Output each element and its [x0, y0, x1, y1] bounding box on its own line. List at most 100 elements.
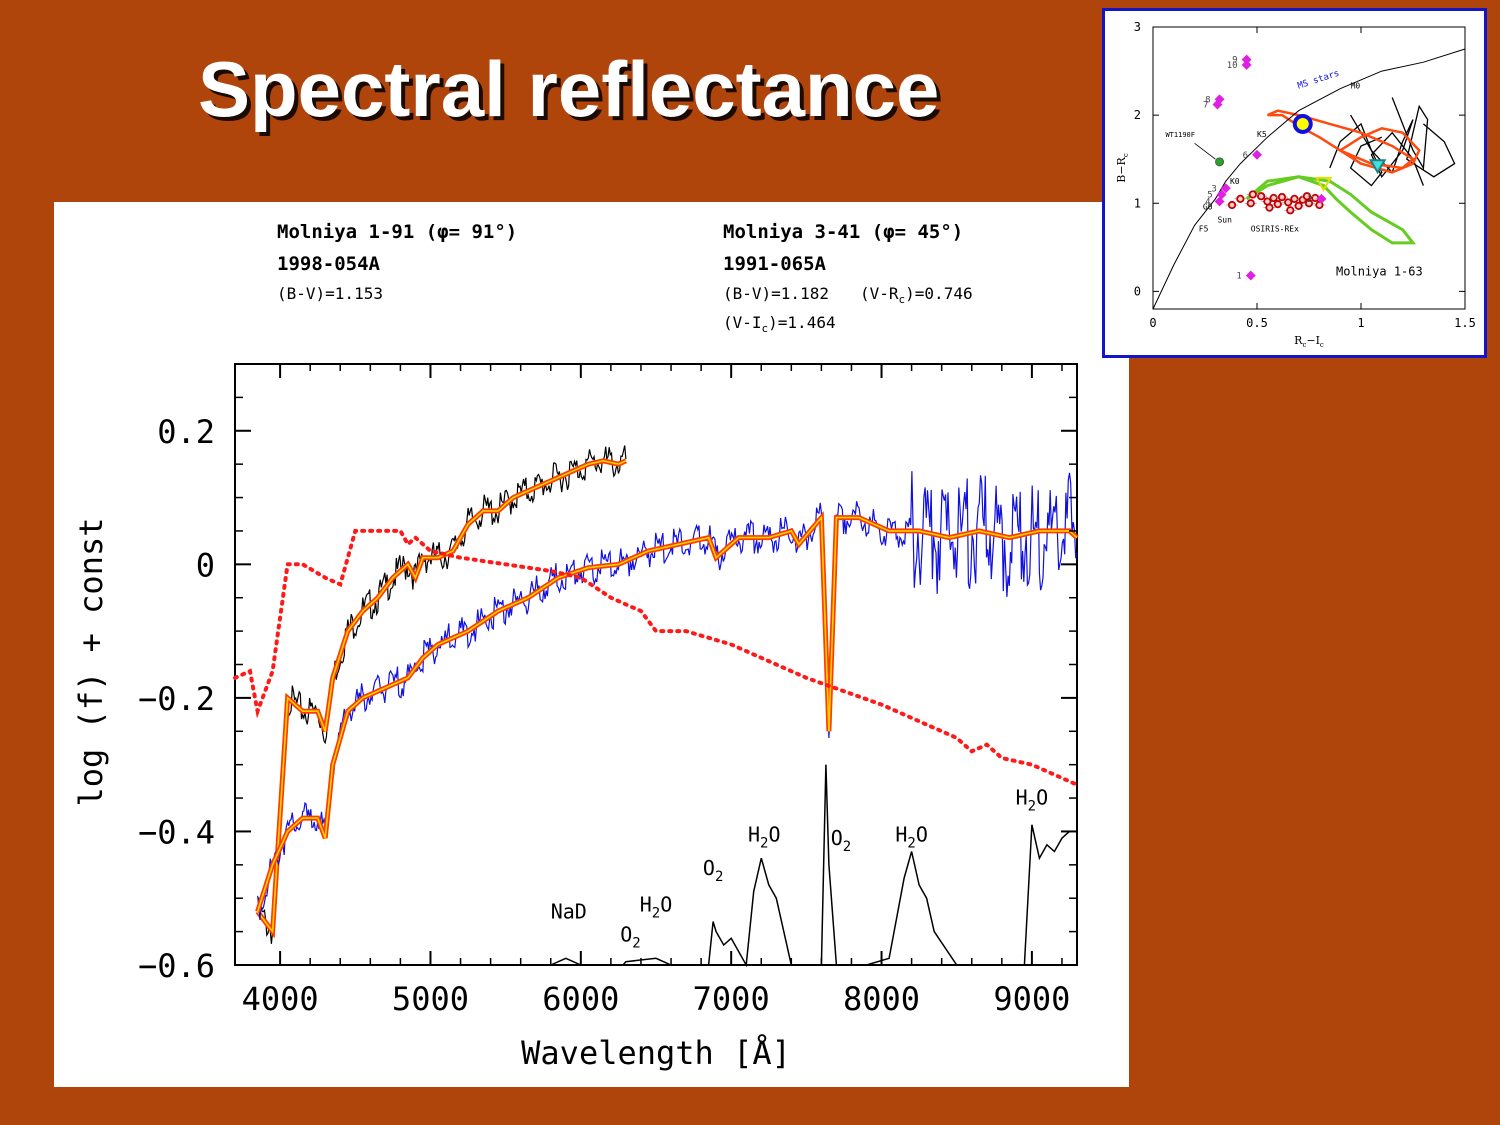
x-axis-label: Wavelength [Å] — [521, 1034, 791, 1072]
magenta-point-label: 8 — [1205, 95, 1210, 105]
y-tick-label: 0 — [196, 546, 215, 584]
inset-x-tick-label: 1.5 — [1454, 316, 1476, 330]
magenta-point — [1216, 189, 1227, 200]
inset-label-ms_stars: MS stars — [1296, 69, 1340, 92]
inset-y-tick-label: 1 — [1134, 196, 1141, 210]
y-tick-label: 0.2 — [157, 413, 215, 451]
osiris-point — [1248, 190, 1257, 199]
annotation-label: H2O — [1016, 786, 1049, 815]
slide-title: Spectral reflectance — [198, 45, 940, 133]
series-smoothed-0 — [255, 458, 627, 939]
header-right-vi: (V-Ic)=1.464 — [723, 313, 836, 335]
osiris-point — [1284, 198, 1293, 207]
osiris-point — [1269, 193, 1278, 203]
annotation-label: H2O — [748, 822, 781, 851]
annotation-label: NaD — [551, 899, 587, 923]
magenta-point-label: 7 — [1203, 101, 1208, 111]
magenta-point-label: 2 — [1307, 195, 1312, 205]
x-tick-label: 6000 — [542, 980, 619, 1018]
inset-label-g0: G0 — [1203, 202, 1213, 211]
yellow-triangle-marker — [1314, 176, 1333, 192]
y-tick-label: −0.2 — [138, 680, 215, 718]
inset-label-k0: K0 — [1230, 177, 1240, 186]
wt1190f-pointer — [1194, 143, 1216, 160]
osiris-point — [1277, 192, 1287, 202]
series-raw-1 — [257, 471, 1078, 920]
osiris-point — [1290, 194, 1299, 203]
y-tick-label: −0.4 — [138, 813, 215, 851]
chart-headers: Molniya 1-91 (φ= 91°) 1998-054A (B-V)=1.… — [277, 221, 973, 335]
magenta-point — [1212, 99, 1223, 110]
series-dotted-2 — [233, 528, 1079, 787]
magenta-point-label: 4 — [1205, 197, 1210, 207]
header-left-line1: Molniya 1-91 (φ= 91°) — [277, 221, 517, 243]
x-tick-label: 8000 — [843, 980, 920, 1018]
annotation-label: O2 — [620, 923, 640, 952]
header-right-line2: 1991-065A — [723, 253, 827, 275]
osiris-point — [1294, 201, 1303, 210]
annotation-label: O2 — [703, 856, 723, 885]
series-smoothed-1 — [255, 511, 1079, 913]
osiris-point — [1265, 203, 1274, 212]
osiris-point — [1236, 194, 1245, 203]
axis-ticks: 4000 5000 6000 7000 8000 9000 0.2 0 −0.2 −0.4 −0.6 — [138, 363, 1077, 1018]
orange-track-2 — [1339, 126, 1421, 174]
inset-x-axis-label: Rc−Ic — [1294, 334, 1324, 349]
annotation-label: H2O — [640, 893, 673, 922]
inset-label-k5: K5 — [1257, 130, 1267, 139]
magenta-point-label: 1 — [1236, 272, 1241, 282]
osiris-point — [1302, 192, 1312, 201]
inset-x-tick-label: 0.5 — [1246, 316, 1268, 330]
inset-label-sun: Sun — [1217, 216, 1232, 225]
wt1190f-marker — [1215, 157, 1225, 167]
header-left-line3: (B-V)=1.153 — [277, 284, 383, 303]
green-track — [1245, 175, 1417, 245]
magenta-point-label: 3 — [1211, 184, 1216, 194]
cyan-triangle-marker — [1368, 159, 1387, 175]
osiris-point — [1246, 199, 1255, 208]
magenta-point — [1316, 193, 1327, 204]
telluric-absorption-line — [550, 764, 1077, 968]
header-left-line2: 1998-054A — [277, 253, 381, 275]
magenta-point — [1245, 270, 1256, 281]
inset-x-tick-label: 0 — [1149, 316, 1156, 330]
magenta-point-label: 9 — [1232, 56, 1237, 66]
y-tick-label: −0.6 — [138, 947, 215, 985]
inset-y-tick-label: 0 — [1134, 284, 1141, 298]
x-tick-label: 5000 — [392, 980, 469, 1018]
osiris-point — [1227, 200, 1237, 210]
molniya-track-black-1 — [1391, 97, 1456, 178]
osiris-point — [1286, 206, 1295, 215]
inset-y-axis-label: B−Rc — [1115, 153, 1130, 183]
series-smoothed-core-1 — [256, 515, 1078, 912]
osiris-point — [1304, 199, 1314, 208]
header-right-vr: (V-Rc)=0.746 — [860, 284, 973, 306]
osiris-point — [1257, 192, 1266, 201]
series-smoothed-core-0 — [256, 459, 627, 934]
header-right-line1: Molniya 3-41 (φ= 45°) — [723, 221, 963, 243]
magenta-point-label: 6 — [1243, 151, 1248, 161]
osiris-point — [1315, 200, 1324, 210]
y-axis-label: log (f) + const — [72, 518, 110, 807]
inset-label-molniya: Molniya 1-63 — [1336, 265, 1423, 279]
series-group — [233, 445, 1079, 968]
inset-y-tick-label: 3 — [1134, 20, 1141, 34]
inset-axis-ticks: 0 0.5 1 1.5 0 1 2 3 — [1134, 20, 1476, 330]
inset-label-f5: F5 — [1199, 224, 1209, 233]
header-right-line3: (B-V)=1.182 — [723, 284, 829, 303]
spectrum-chart: Molniya 1-91 (φ= 91°) 1998-054A (B-V)=1.… — [72, 221, 1079, 1072]
x-tick-label: 9000 — [993, 980, 1070, 1018]
inset-label-m0: M0 — [1351, 82, 1361, 91]
color-color-inset-panel: 9 10 8 7 6 5 4 3 2 1 MS stars M0 K5 K0 G0 F5 Sun OSIRIS-R… — [1102, 8, 1487, 358]
magenta-point — [1252, 149, 1262, 160]
magenta-point — [1241, 59, 1252, 70]
series-raw-0 — [257, 445, 627, 944]
magenta-point-label: 5 — [1207, 190, 1212, 200]
inset-label-osiris: OSIRIS-REx — [1251, 224, 1299, 233]
plot-frame — [234, 363, 1078, 966]
blue-circle-marker — [1292, 113, 1313, 134]
magenta-point-label: 10 — [1227, 61, 1238, 71]
osiris-point — [1273, 200, 1282, 209]
